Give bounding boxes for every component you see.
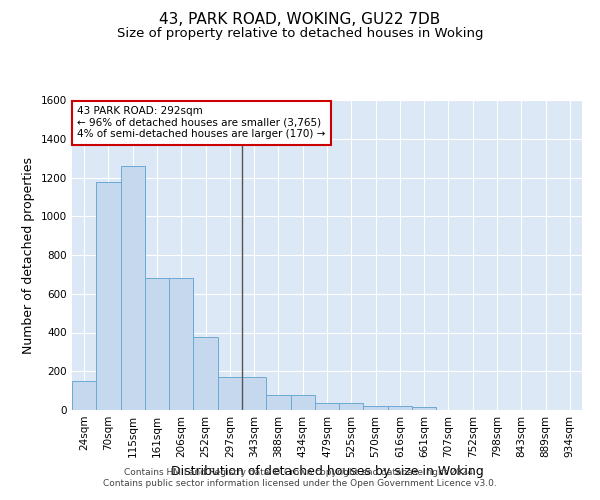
Bar bbox=[96, 182, 121, 410]
Bar bbox=[193, 338, 218, 410]
Text: Contains HM Land Registry data © Crown copyright and database right 2024.
Contai: Contains HM Land Registry data © Crown c… bbox=[103, 468, 497, 487]
Y-axis label: Number of detached properties: Number of detached properties bbox=[22, 156, 35, 354]
X-axis label: Distribution of detached houses by size in Woking: Distribution of detached houses by size … bbox=[170, 466, 484, 478]
Bar bbox=[145, 278, 169, 410]
Bar bbox=[121, 166, 145, 410]
Bar bbox=[290, 394, 315, 410]
Bar bbox=[364, 406, 388, 410]
Bar bbox=[169, 278, 193, 410]
Text: Size of property relative to detached houses in Woking: Size of property relative to detached ho… bbox=[117, 28, 483, 40]
Bar bbox=[72, 381, 96, 410]
Bar bbox=[339, 403, 364, 410]
Bar bbox=[242, 377, 266, 410]
Bar bbox=[388, 406, 412, 410]
Text: 43 PARK ROAD: 292sqm
← 96% of detached houses are smaller (3,765)
4% of semi-det: 43 PARK ROAD: 292sqm ← 96% of detached h… bbox=[77, 106, 325, 140]
Bar bbox=[266, 394, 290, 410]
Bar bbox=[315, 403, 339, 410]
Bar bbox=[218, 377, 242, 410]
Text: 43, PARK ROAD, WOKING, GU22 7DB: 43, PARK ROAD, WOKING, GU22 7DB bbox=[160, 12, 440, 28]
Bar bbox=[412, 407, 436, 410]
